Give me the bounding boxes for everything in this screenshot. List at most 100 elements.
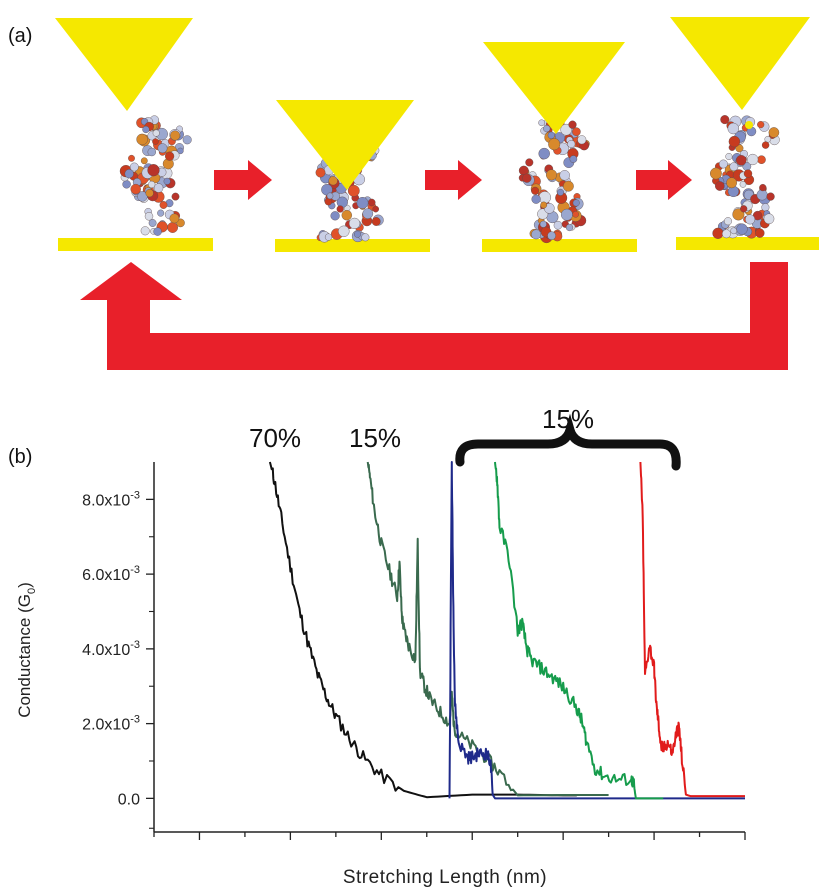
y-tick-exponent: -3 <box>130 564 140 576</box>
dna-atom <box>148 180 156 189</box>
dna-atom <box>147 147 157 157</box>
stm-tip-1 <box>55 18 193 111</box>
dna-atom <box>531 229 541 240</box>
dna-atom <box>747 153 759 166</box>
step-arrow-2 <box>425 160 482 200</box>
y-tick-label: 6.0x10-3 <box>82 564 140 584</box>
panel-a-label: (a) <box>8 25 32 47</box>
dna-atom <box>152 138 159 145</box>
dna-atom <box>565 223 574 232</box>
dna-atom <box>531 186 540 195</box>
dna-atom <box>759 184 767 192</box>
dna-atom <box>539 220 547 228</box>
dna-atom <box>548 138 561 151</box>
dna-atom <box>362 208 374 219</box>
dna-atom <box>163 177 171 185</box>
dna-atom <box>710 167 722 180</box>
trace-3 <box>448 461 745 800</box>
dna-atom <box>569 155 578 163</box>
dna-atom <box>354 230 362 238</box>
dna-atom <box>572 210 580 218</box>
step-arrow-3 <box>636 160 692 200</box>
dna-atom <box>171 192 180 201</box>
y-tick-mantissa: 6.0x10 <box>82 567 130 584</box>
dna-atom <box>170 130 181 141</box>
dna-atom <box>157 209 165 217</box>
dna-atom <box>324 233 333 241</box>
dna-atom <box>559 170 570 181</box>
dna-atom <box>757 120 765 129</box>
dna-atom <box>522 173 532 183</box>
dna-atom <box>739 181 747 188</box>
dna-atom <box>728 135 741 148</box>
dna-atom <box>140 226 150 236</box>
dna-atom <box>167 222 179 233</box>
tip-contact-atom <box>745 121 753 129</box>
y-tick-exponent: -3 <box>130 489 140 501</box>
dna-atom <box>712 227 724 239</box>
dna-atom <box>726 177 737 189</box>
dna-molecule-4 <box>710 115 780 239</box>
curly-brace <box>455 413 681 471</box>
y-axis-label-main: Conductance (G <box>15 594 34 718</box>
dna-atom <box>572 127 581 136</box>
dna-atom <box>766 192 775 201</box>
dna-molecule-3 <box>518 117 590 244</box>
dna-atom <box>740 205 748 213</box>
dna-atom <box>361 233 370 242</box>
dna-atom <box>147 164 160 177</box>
dna-atom <box>761 203 770 212</box>
dna-atom <box>553 220 563 230</box>
dna-atom <box>538 191 551 204</box>
stm-tip-2 <box>276 100 414 190</box>
panel-b: (b) 70% 15% 15% 0.02.0x10-34.0x10-36.0x1… <box>8 404 746 888</box>
dna-atom <box>140 157 148 165</box>
annotation-15-percent: 15% <box>349 423 401 453</box>
y-tick-mantissa: 8.0x10 <box>82 492 130 509</box>
dna-atom <box>330 211 340 221</box>
dna-atom <box>540 201 548 209</box>
dna-atom <box>531 194 541 204</box>
dna-atom <box>338 225 350 238</box>
dna-atom <box>567 139 576 148</box>
trace-2 <box>366 461 609 797</box>
dna-atom <box>725 152 733 160</box>
y-axis-label: Conductance (G0) <box>15 582 38 718</box>
dna-atom <box>371 217 381 226</box>
y-tick-exponent: -3 <box>130 639 140 651</box>
dna-atom <box>538 119 545 127</box>
dna-atom <box>372 205 380 213</box>
dna-atom <box>730 227 738 235</box>
dna-atom <box>577 135 587 145</box>
dna-atom <box>367 198 376 207</box>
dna-atom <box>735 154 747 166</box>
dna-atom <box>719 159 728 169</box>
y-tick-exponent: -3 <box>130 714 140 726</box>
dna-atom <box>177 147 184 155</box>
dna-atom <box>757 155 766 164</box>
dna-atom <box>568 120 577 129</box>
dna-atom <box>763 213 775 225</box>
bottom-electrode-2 <box>275 239 430 252</box>
y-axis-label-close: ) <box>15 582 34 588</box>
trace-1 <box>268 461 577 799</box>
dna-atom <box>326 192 334 200</box>
dna-atom <box>563 180 574 192</box>
dna-atom <box>735 144 744 153</box>
dna-atom <box>129 162 139 172</box>
bottom-electrode-1 <box>58 238 213 251</box>
y-tick-label: 0.0 <box>118 791 140 808</box>
dna-atom <box>130 183 141 195</box>
dna-atom <box>336 205 344 213</box>
panel-b-label: (b) <box>8 446 32 468</box>
dna-atom <box>348 217 361 230</box>
dna-atom <box>145 189 154 198</box>
y-tick-mantissa: 0.0 <box>118 791 140 808</box>
dna-atom <box>543 125 551 133</box>
stm-tip-3 <box>483 42 625 134</box>
dna-atom <box>152 129 160 137</box>
y-tick-label: 2.0x10-3 <box>82 714 140 734</box>
dna-molecule-1 <box>119 115 192 236</box>
dna-atom <box>755 228 765 238</box>
stm-tip-4 <box>670 17 810 110</box>
